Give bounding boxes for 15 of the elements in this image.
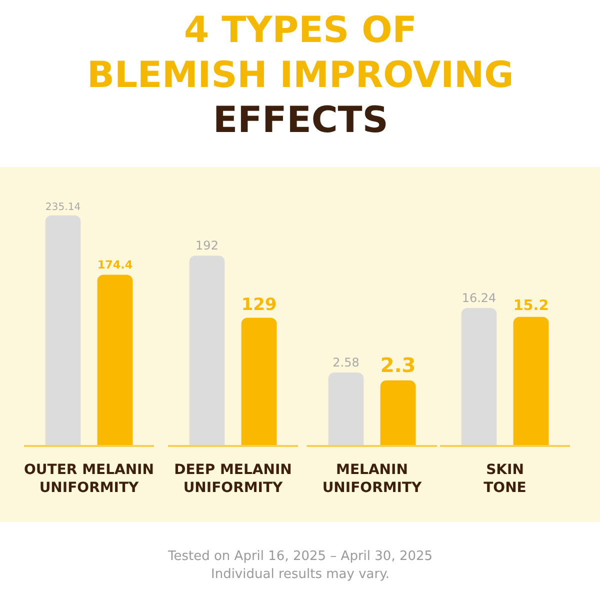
data-label: 174.4 [97,258,133,272]
data-label: 2.3 [380,352,416,377]
data-label: 235.14 [45,202,81,213]
data-label: 129 [241,294,277,314]
data-label: 16.24 [462,291,496,306]
data-label: 15.2 [513,298,549,314]
text: Individual results may vary. [211,567,390,582]
x-axis-title: DEEP MELANIN UNIFORMITY [174,462,292,496]
data-label: 2.58 [332,356,360,370]
x-axis-title: MELANIN UNIFORMITY [322,462,423,496]
data-label: 192 [196,238,218,253]
x-axis-title: SKIN TONE [484,462,526,496]
text: Tested on April 16, 2025 – April 30, 2025 [167,549,433,564]
x-axis-title: OUTER MELANIN UNIFORMITY [24,462,154,496]
text: 4 TYPES OF BLEMISH IMPROVING EFFECTS [87,10,514,141]
